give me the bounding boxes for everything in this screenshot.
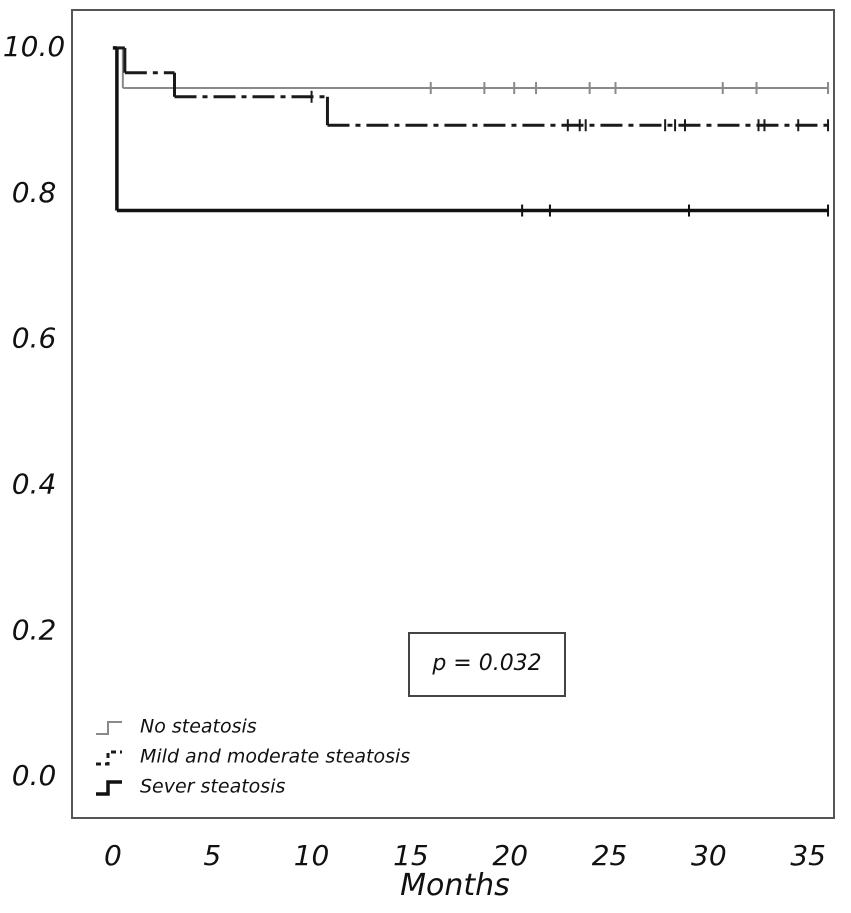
plot-frame <box>71 9 835 819</box>
x-tick-label: 0 <box>104 839 122 872</box>
legend-symbol <box>96 780 122 796</box>
legend-symbol <box>96 721 122 735</box>
y-tick-label: 10.0 <box>3 30 65 63</box>
x-tick-label: 20 <box>492 839 528 872</box>
legend-label: Mild and moderate steatosis <box>140 746 410 768</box>
y-tick-label: 0.6 <box>12 322 57 355</box>
legend-symbol <box>96 750 122 766</box>
x-tick-label: 10 <box>294 839 330 872</box>
legend-label: No steatosis <box>140 716 257 738</box>
x-tick-label: 25 <box>592 839 628 872</box>
legend-label: Sever steatosis <box>140 776 285 798</box>
annotation-box <box>408 632 566 697</box>
y-tick-label: 0.0 <box>12 759 57 792</box>
y-tick-label: 0.8 <box>12 176 57 209</box>
x-tick-label: 30 <box>691 839 727 872</box>
y-tick-label: 0.2 <box>12 613 57 646</box>
x-tick-label: 15 <box>393 839 429 872</box>
annotation: p = 0.032 <box>431 651 541 676</box>
x-tick-label: 35 <box>790 839 826 872</box>
x-tick-label: 5 <box>203 839 221 872</box>
y-tick-label: 0.4 <box>12 467 57 500</box>
x-axis-title: Months <box>400 868 510 903</box>
